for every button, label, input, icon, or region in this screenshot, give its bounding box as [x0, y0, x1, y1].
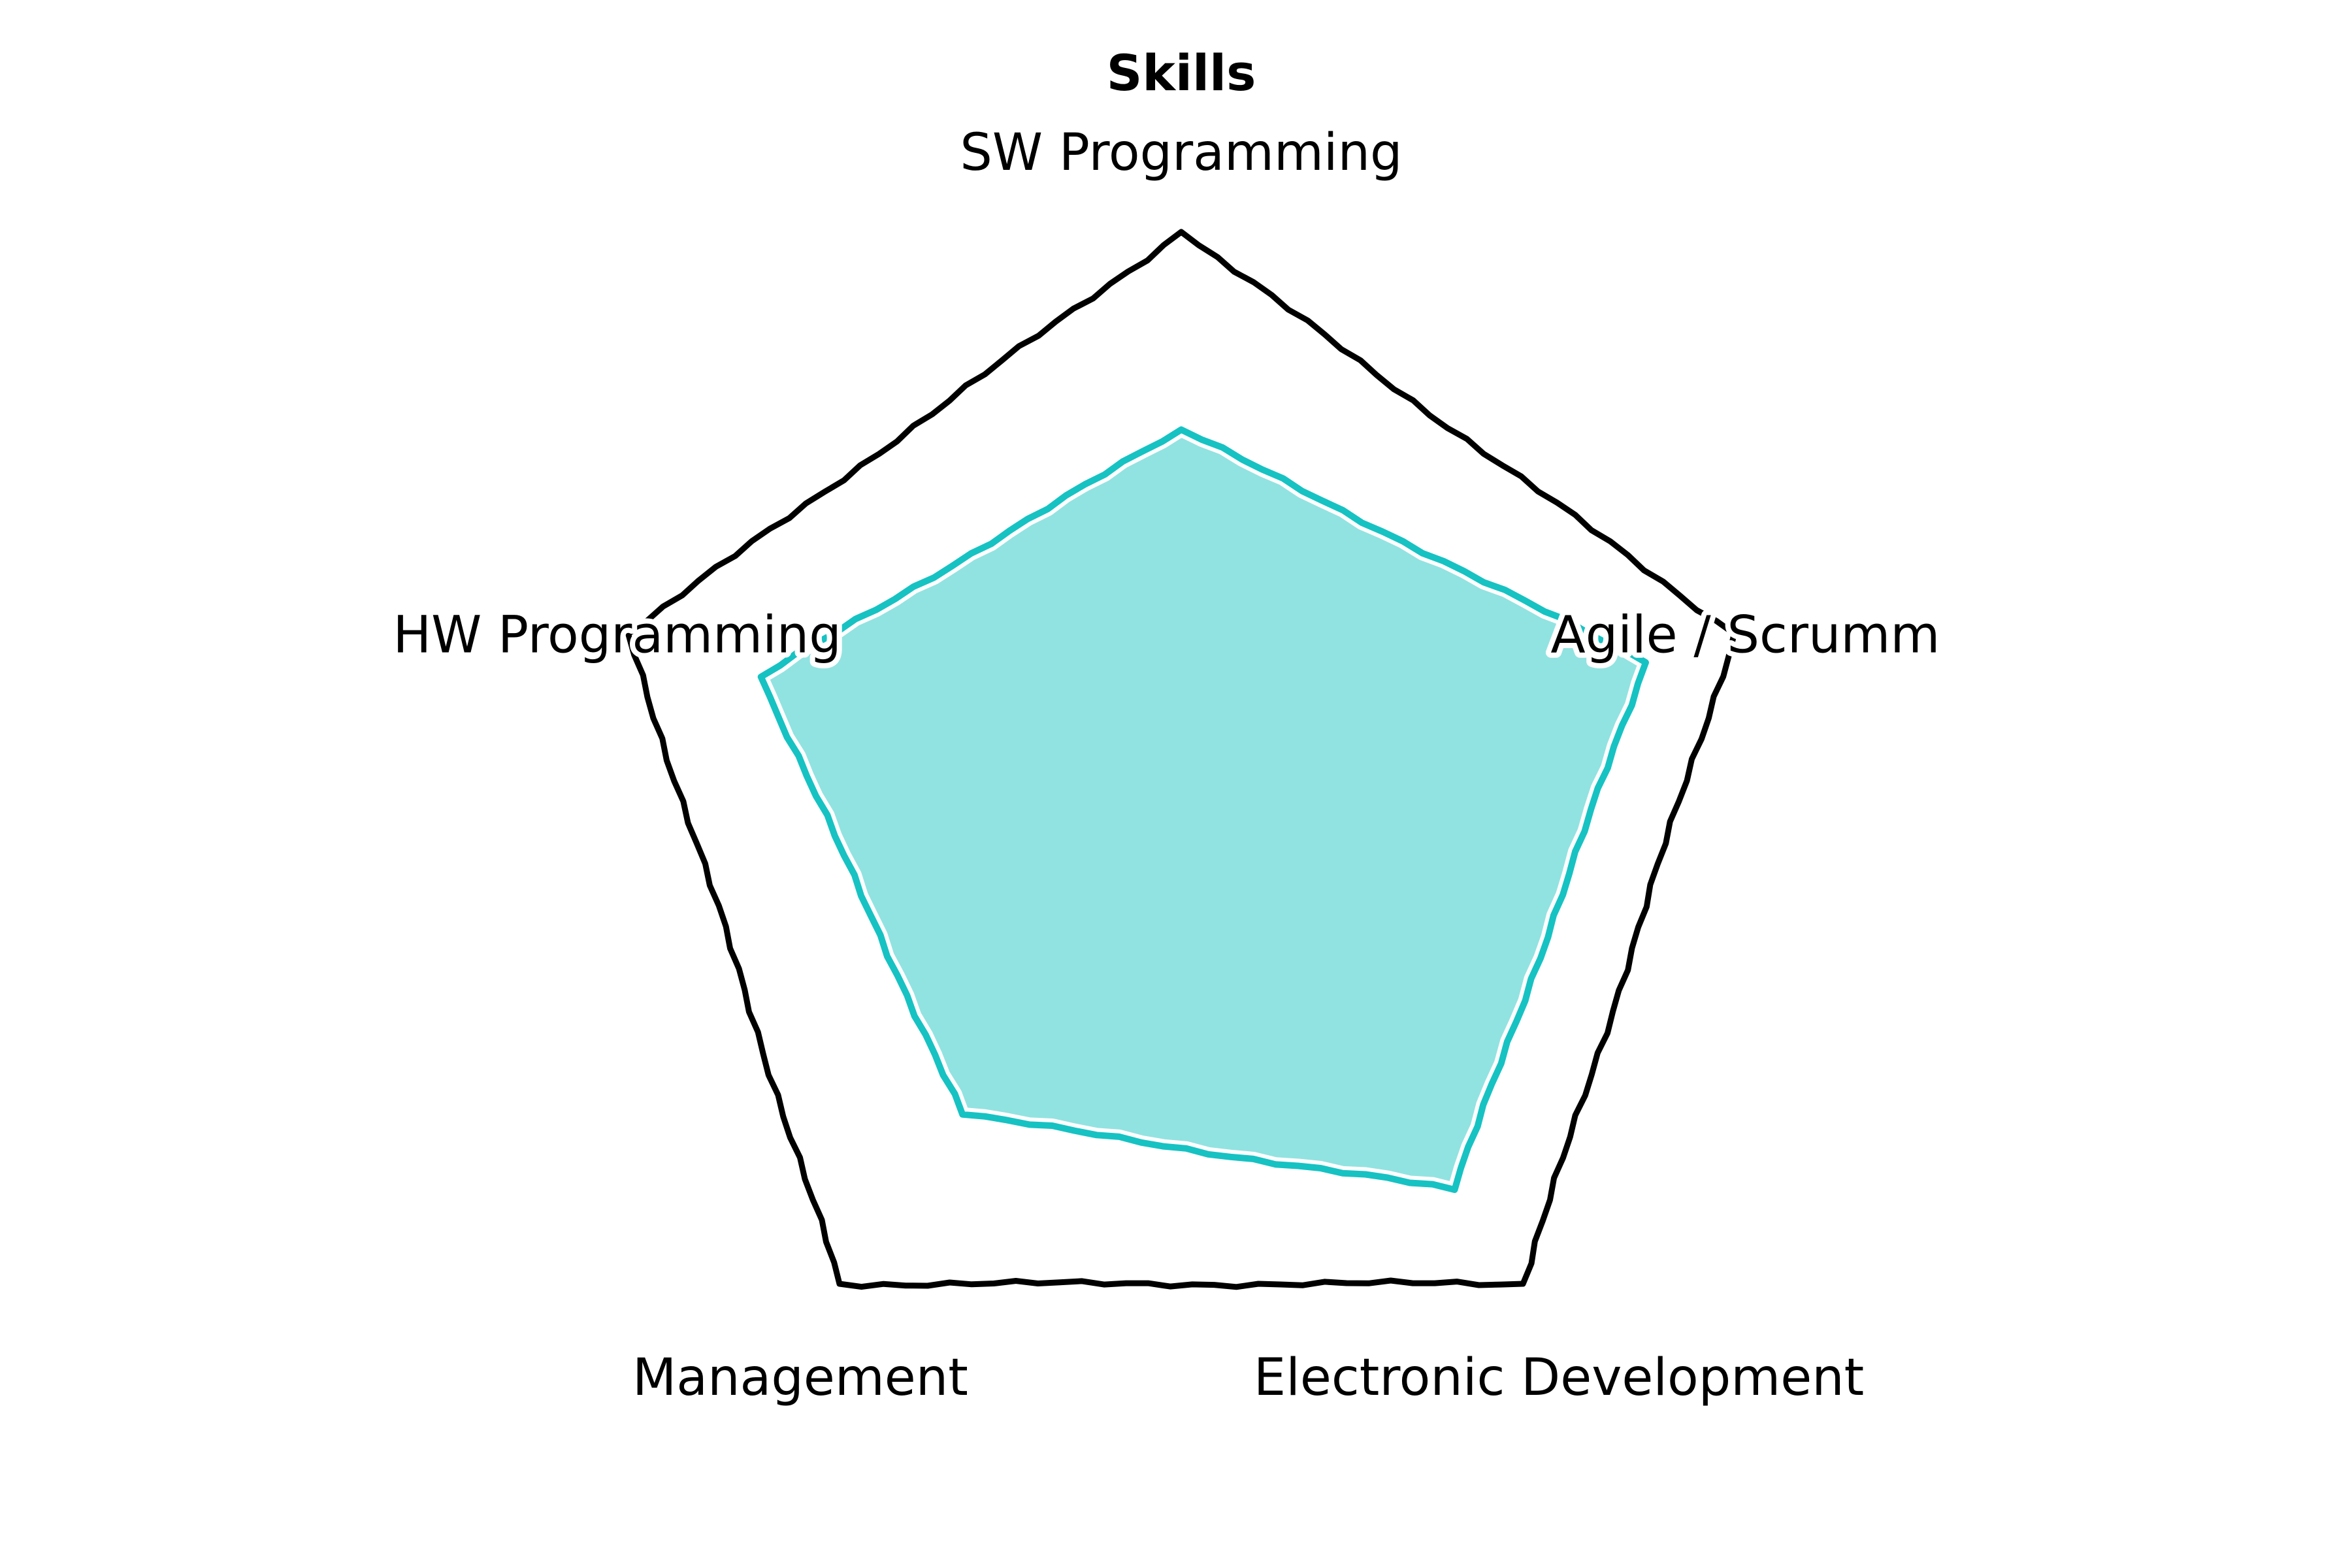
axis-label-1: Agile / Scrumm	[1550, 606, 1940, 665]
series-layer	[753, 422, 1653, 1197]
axis-label-4: HW Programming	[393, 606, 841, 665]
chart-title: Skills	[1107, 44, 1256, 102]
radar-outline-frame	[625, 229, 1737, 1290]
axis-label-3: Management	[632, 1348, 968, 1407]
series-line	[757, 426, 1649, 1193]
series-area-fill	[760, 429, 1646, 1190]
axis-label-0: SW Programming	[960, 123, 1402, 182]
axis-label-2: Electronic Development	[1254, 1348, 1864, 1407]
axis-labels: SW Programming Agile / Scrumm Electronic D…	[387, 118, 1945, 1413]
